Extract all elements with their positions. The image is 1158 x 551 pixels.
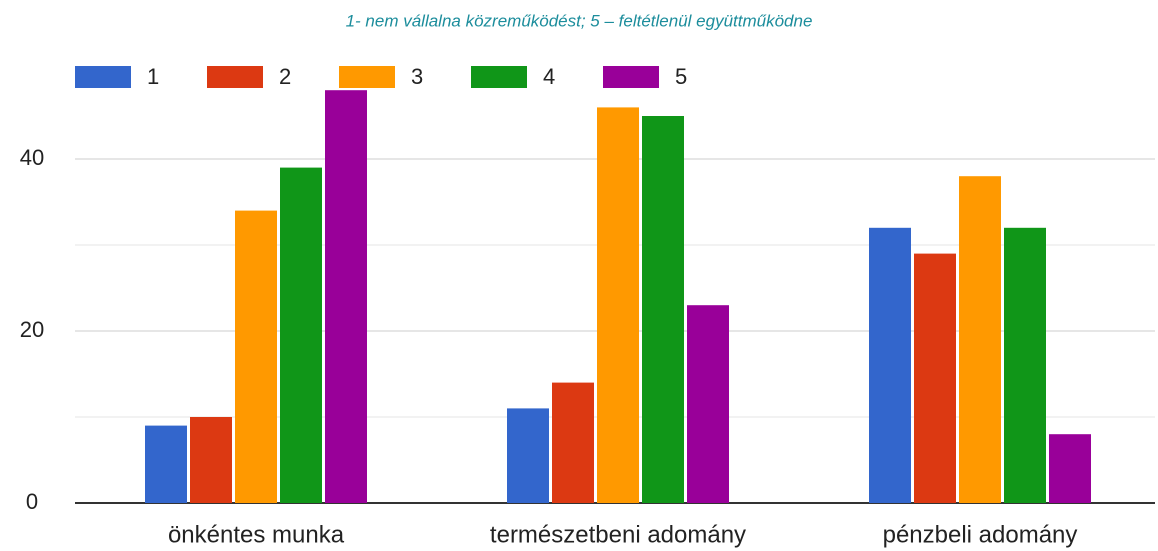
legend-label: 3	[411, 64, 423, 89]
legend-swatch	[75, 66, 131, 88]
bar	[959, 176, 1001, 503]
y-tick-label: 20	[20, 317, 44, 342]
legend-swatch	[339, 66, 395, 88]
bar	[597, 107, 639, 504]
bar	[507, 408, 549, 503]
legend-label: 4	[543, 64, 555, 89]
bar	[687, 305, 729, 503]
legend-swatch	[603, 66, 659, 88]
bar	[1049, 434, 1091, 503]
bar	[325, 90, 367, 503]
legend-label: 2	[279, 64, 291, 89]
x-tick-label: természetbeni adomány	[490, 521, 746, 548]
bar	[1004, 227, 1046, 504]
legend-swatch	[207, 66, 263, 88]
legend-swatch	[471, 66, 527, 88]
x-tick-label: önkéntes munka	[168, 521, 345, 548]
bar	[552, 382, 594, 503]
bar	[914, 253, 956, 503]
bar	[280, 167, 322, 503]
x-tick-label: pénzbeli adomány	[883, 521, 1078, 548]
bar	[869, 227, 911, 504]
bar	[235, 210, 277, 503]
legend-label: 1	[147, 64, 159, 89]
chart-subtitle: 1- nem vállalna közreműködést; 5 – felté…	[346, 11, 813, 30]
bar	[642, 116, 684, 503]
y-tick-label: 0	[26, 489, 38, 514]
y-tick-label: 40	[20, 145, 44, 170]
bar	[190, 417, 232, 503]
legend-label: 5	[675, 64, 687, 89]
bar	[145, 425, 187, 503]
